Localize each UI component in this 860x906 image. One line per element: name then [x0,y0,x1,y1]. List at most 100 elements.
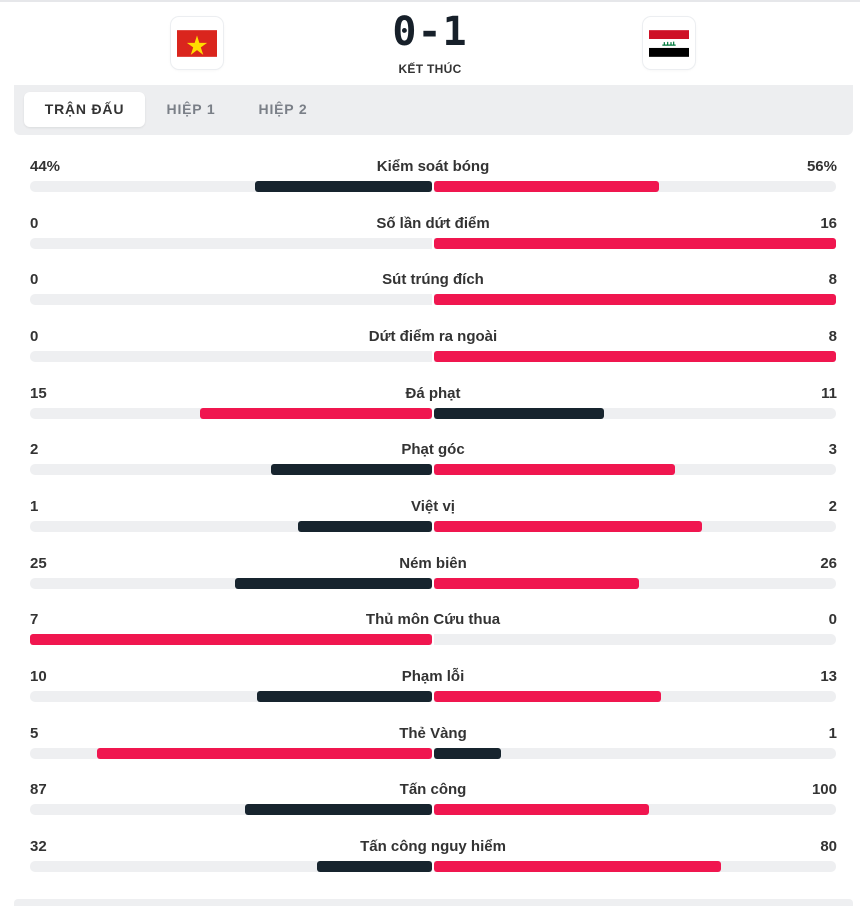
stat-home-bar [244,804,432,816]
stat-label: Sút trúng đích [382,271,484,289]
stat-away-value: 80 [820,838,837,855]
tab-match[interactable]: TRẬN ĐẤU [24,92,145,127]
stat-away-track [434,804,836,816]
stat-row-free-kicks: 15 Đá phạt 11 [0,377,860,419]
stat-row-shots-off-target: 0 Dứt điểm ra ngoài 8 [0,320,860,362]
stat-away-bar [434,181,660,192]
stat-away-track [434,407,836,419]
stat-away-bar [434,464,676,476]
match-status: KẾT THÚC [398,62,462,76]
iraq-flag-icon [649,29,689,57]
stat-away-track [434,747,836,759]
stat-label: Đá phạt [405,384,461,402]
stat-row-yellow-cards: 5 Thẻ Vàng 1 [0,717,860,759]
stat-row-fouls: 10 Phạm lỗi 13 [0,660,860,702]
stat-away-track [434,634,836,646]
stat-home-track [30,351,432,362]
stat-home-bar [298,521,432,532]
stat-label: Việt vị [411,498,455,515]
stat-home-value: 87 [30,781,47,799]
stat-away-track [434,521,836,532]
stat-home-bar [257,691,432,702]
stat-away-track [434,181,836,192]
stat-home-value: 32 [30,838,47,855]
stat-away-bar [434,294,836,306]
stat-away-value: 26 [820,554,837,572]
match-score: 0-1 [392,9,468,55]
stat-home-value: 10 [30,668,47,685]
stat-row-corners: 2 Phạt góc 3 [0,433,860,476]
stat-home-track [30,747,432,759]
stat-label: Ném biên [399,554,467,572]
stat-label: Tấn công [399,781,467,799]
stat-row-dangerous-attacks: 32 Tấn công nguy hiểm 80 [0,830,860,872]
stat-away-track [434,294,836,306]
tab-first-half[interactable]: HIỆP 1 [166,101,216,117]
stat-home-bar [200,407,432,419]
stat-home-value: 0 [30,214,39,232]
stat-home-bar [97,747,432,759]
stat-row-attacks: 87 Tấn công 100 [0,773,860,816]
stat-home-value: 5 [30,724,39,742]
stat-label: Kiểm soát bóng [376,158,490,175]
stat-home-track [30,634,432,646]
stat-away-track [434,577,836,589]
stat-home-track [30,861,432,872]
stat-away-value: 56% [806,158,837,175]
stat-away-value: 0 [828,611,837,629]
stat-away-bar [434,691,662,702]
stat-away-bar [434,351,836,362]
stat-home-value: 1 [30,498,39,515]
stat-label: Phạm lỗi [401,668,465,685]
stat-home-value: 7 [30,611,39,629]
stat-row-throw-ins: 25 Ném biên 26 [0,547,860,589]
vietnam-flag-icon [177,29,217,57]
stat-home-track [30,691,432,702]
away-team-flag[interactable] [643,17,695,69]
stat-away-value: 13 [820,668,837,685]
stat-home-bar [317,861,432,872]
stat-away-value: 16 [820,214,837,232]
stat-home-value: 25 [30,554,47,572]
stat-home-track [30,804,432,816]
match-header: 0-1 KẾT THÚC [0,2,860,84]
stat-away-bar [434,747,501,759]
stat-label: Số lần dứt điểm [376,214,490,232]
top-divider [0,0,860,2]
stat-home-track [30,464,432,476]
stat-away-bar [434,804,649,816]
stat-home-bar [255,181,432,192]
stat-row-offsides: 1 Việt vị 2 [0,490,860,532]
stat-away-value: 1 [828,724,837,742]
stat-row-total-shots: 0 Số lần dứt điểm 16 [0,207,860,249]
stat-home-value: 0 [30,328,39,345]
stat-away-value: 100 [811,781,837,799]
stat-label: Thủ môn Cứu thua [365,611,501,629]
stat-home-value: 15 [30,384,47,402]
stat-label: Phạt góc [401,441,465,459]
stat-away-track [434,861,836,872]
stat-away-bar [434,521,702,532]
stat-away-track [434,464,836,476]
stat-home-track [30,407,432,419]
stat-home-bar [30,634,432,646]
stat-away-track [434,237,836,249]
home-team-flag[interactable] [171,17,223,69]
stat-away-track [434,351,836,362]
stat-home-value: 2 [30,441,39,459]
stat-home-track [30,294,432,306]
stat-away-bar [434,237,836,249]
tab-second-half[interactable]: HIỆP 2 [258,101,308,117]
stat-away-bar [434,577,639,589]
bottom-panel-edge [14,899,853,906]
stat-away-value: 8 [828,271,837,289]
stat-label: Tấn công nguy hiểm [360,838,506,855]
stat-away-value: 11 [821,384,837,402]
stat-home-track [30,521,432,532]
stat-away-track [434,691,836,702]
stat-label: Thẻ Vàng [399,724,467,742]
stat-row-possession: 44% Kiểm soát bóng 56% [0,150,860,192]
stat-away-bar [434,861,722,872]
stat-away-value: 8 [828,328,837,345]
stat-row-shots-on-target: 0 Sút trúng đích 8 [0,263,860,306]
